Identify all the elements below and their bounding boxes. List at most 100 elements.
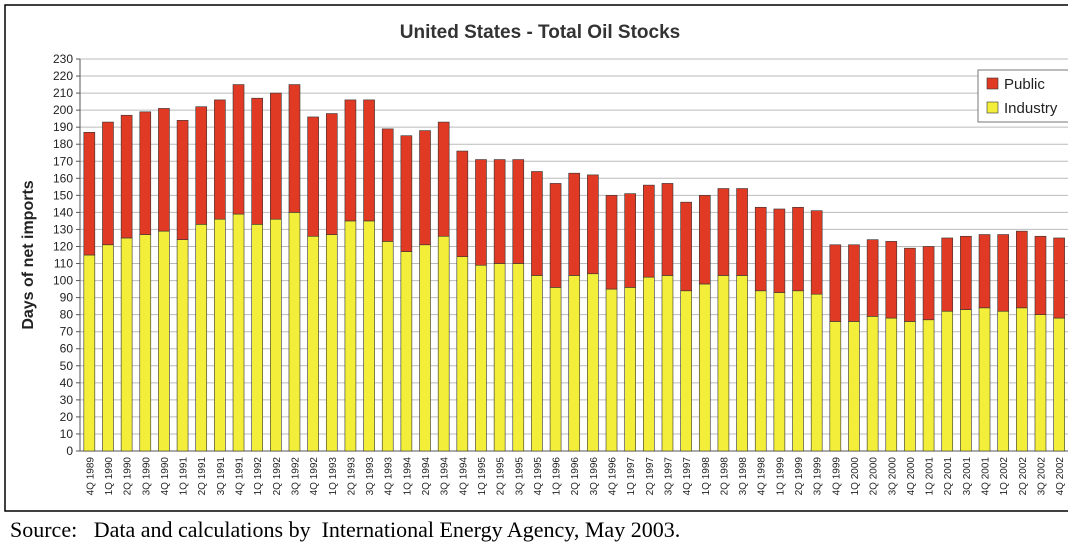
bar-segment <box>437 121 450 237</box>
bar-segment <box>1034 235 1047 315</box>
bar-segment <box>176 239 189 452</box>
bar-segment <box>698 195 711 285</box>
bar-segment <box>848 321 860 452</box>
bar-segment <box>904 247 916 322</box>
bar-segment <box>978 234 991 309</box>
bar-segment <box>325 234 338 452</box>
bar-segment <box>307 116 319 237</box>
x-tick-label: 2Q 2000 <box>869 457 880 496</box>
bar-segment <box>512 159 525 264</box>
x-tick-label: 4Q 1990 <box>160 457 171 496</box>
x-tick-label: 1Q 1990 <box>104 457 115 496</box>
y-tick-label: 230 <box>53 52 73 66</box>
bar-segment <box>1034 314 1047 452</box>
x-tick-label: 2Q 1996 <box>570 457 581 496</box>
x-tick-label: 4Q 1995 <box>533 457 544 496</box>
x-tick-label: 2Q 2002 <box>1018 457 1029 496</box>
x-tick-label: 3Q 1996 <box>589 457 600 496</box>
bar-segment <box>810 210 823 295</box>
bar-segment <box>325 113 338 235</box>
y-tick-label: 70 <box>60 325 74 339</box>
bar-segment <box>960 235 972 310</box>
bar-segment <box>102 121 114 246</box>
x-tick-label: 1Q 1991 <box>179 457 190 496</box>
bar-segment <box>792 290 804 452</box>
y-tick-label: 30 <box>60 393 74 407</box>
bar-segment <box>195 106 208 225</box>
bar-segment <box>810 293 823 452</box>
x-tick-label: 2Q 1992 <box>272 457 283 496</box>
y-tick-label: 130 <box>53 222 73 236</box>
x-tick-label: 3Q 1994 <box>440 457 451 496</box>
x-tick-label: 1Q 1995 <box>477 457 488 496</box>
bar-segment <box>400 135 413 252</box>
x-tick-label: 1Q 2001 <box>925 457 936 496</box>
bar-segment <box>531 275 543 452</box>
x-tick-label: 4Q 1996 <box>608 457 619 496</box>
bar-segment <box>624 193 636 288</box>
bar-segment <box>997 310 1009 452</box>
x-tick-label: 4Q 2002 <box>1055 457 1066 496</box>
bar-segment <box>680 290 692 452</box>
x-tick-label: 4Q 2000 <box>906 457 917 496</box>
bar-segment <box>475 264 487 452</box>
bar-segment <box>922 246 935 321</box>
bar-segment <box>568 172 581 276</box>
bar-segment <box>941 237 954 312</box>
bar-segment <box>680 201 692 292</box>
bar-segment <box>232 84 245 215</box>
bar-segment <box>419 244 431 452</box>
bar-segment <box>344 220 357 452</box>
bar-segment <box>381 241 394 452</box>
bar-segment <box>1053 317 1065 452</box>
x-tick-label: 4Q 1993 <box>384 457 395 496</box>
bar-segment <box>139 111 152 235</box>
y-tick-label: 220 <box>53 69 73 83</box>
bar-segment <box>549 287 562 452</box>
bar-segment <box>1016 307 1028 452</box>
y-tick-label: 90 <box>60 291 74 305</box>
x-tick-label: 1Q 1993 <box>328 457 339 496</box>
bar-segment <box>587 273 599 452</box>
legend-swatch <box>986 101 999 114</box>
x-tick-label: 2Q 1990 <box>123 457 134 496</box>
bar-segment <box>363 99 375 222</box>
bar-segment <box>643 184 655 278</box>
bar-segment <box>102 244 114 452</box>
bar-segment <box>270 218 282 452</box>
y-axis-label: Days of net imports <box>20 180 37 329</box>
x-tick-label: 1Q 1998 <box>701 457 712 496</box>
bar-segment <box>251 97 263 225</box>
bar-segment <box>288 212 301 452</box>
x-tick-label: 3Q 1997 <box>663 457 674 496</box>
x-tick-label: 1Q 1994 <box>402 457 413 496</box>
x-tick-label: 3Q 1999 <box>813 457 824 496</box>
bar-segment <box>493 159 506 264</box>
y-tick-label: 190 <box>53 120 73 134</box>
bar-segment <box>866 316 879 452</box>
x-tick-label: 1Q 1997 <box>626 457 637 496</box>
bar-segment <box>139 234 152 452</box>
bar-segment <box>643 276 655 452</box>
bar-segment <box>214 218 226 452</box>
y-tick-label: 20 <box>60 410 74 424</box>
legend-label: Industry <box>1004 100 1058 117</box>
bar-segment <box>997 234 1009 312</box>
x-tick-label: 1Q 2000 <box>850 457 861 496</box>
x-tick-label: 4Q 1992 <box>309 457 320 496</box>
bar-segment <box>549 183 562 288</box>
x-tick-label: 4Q 1991 <box>235 457 246 496</box>
bar-segment <box>158 108 170 232</box>
bar-segment <box>270 92 282 220</box>
bar-segment <box>363 220 375 452</box>
y-tick-label: 60 <box>60 342 74 356</box>
bar-segment <box>531 171 543 276</box>
x-tick-label: 3Q 1995 <box>514 457 525 496</box>
x-tick-label: 4Q 1989 <box>85 457 96 496</box>
y-tick-label: 110 <box>54 257 73 271</box>
y-tick-label: 120 <box>53 239 73 253</box>
bar-segment <box>158 230 170 452</box>
bar-segment <box>736 188 748 276</box>
x-tick-label: 2Q 1993 <box>346 457 357 496</box>
